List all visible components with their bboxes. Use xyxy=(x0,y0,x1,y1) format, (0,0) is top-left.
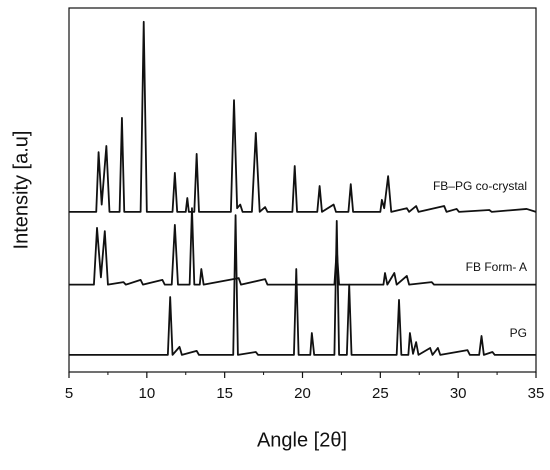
xrd-pattern xyxy=(69,207,536,286)
series-label: FB–PG co-crystal xyxy=(433,179,527,193)
x-tick-label: 25 xyxy=(372,385,389,402)
xrd-pattern xyxy=(69,20,537,213)
x-tick-label: 10 xyxy=(138,385,155,402)
x-tick-label: 30 xyxy=(450,385,467,402)
xrd-pattern xyxy=(69,214,536,356)
series-label: PG xyxy=(510,326,527,340)
x-tick-label: 5 xyxy=(65,385,73,402)
y-axis-title: Intensity [a.u] xyxy=(10,131,32,250)
series-label: FB Form- A xyxy=(466,260,527,274)
x-tick-label: 35 xyxy=(528,385,545,402)
x-axis-title: Angle [2θ] xyxy=(257,429,347,451)
x-tick-label: 20 xyxy=(294,385,311,402)
x-tick-label: 15 xyxy=(216,385,233,402)
